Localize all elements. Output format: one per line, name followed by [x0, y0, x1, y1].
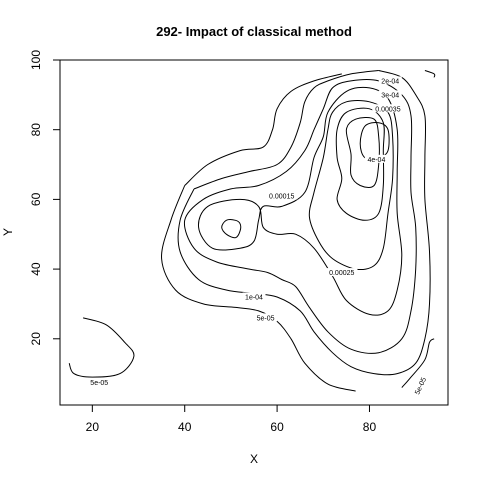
- y-tick-label: 20: [29, 332, 43, 346]
- x-tick-label: 60: [270, 420, 284, 434]
- contour-label-background: [87, 377, 111, 386]
- contour-lines: [68, 70, 436, 392]
- contour-label: 0.00015: [269, 193, 294, 200]
- contour-label-background: [266, 191, 298, 200]
- contour-labels: 5e-05 5e-05 5e-05 1e-04 0.00015 0.00025 2e-04 3…: [87, 76, 429, 398]
- contour-line-0.00015: [183, 79, 417, 354]
- y-tick-label: 100: [29, 50, 43, 70]
- x-tick-label: 40: [178, 420, 192, 434]
- contour-label: 3e-04: [381, 92, 399, 99]
- y-axis: 20 40 60 80 100: [29, 50, 60, 346]
- contour-label-background: [378, 90, 402, 99]
- x-tick-label: 20: [86, 420, 100, 434]
- contour-line-3e-04: [335, 107, 385, 221]
- contour-line-5e-05: [184, 73, 342, 186]
- contour-line-4e-04: [359, 122, 390, 160]
- chart-title: 292- Impact of classical method: [156, 24, 352, 39]
- contour-label: 2e-04: [381, 78, 399, 85]
- contour-line-5e-05: [161, 185, 356, 392]
- x-tick-label: 80: [363, 420, 377, 434]
- contour-line-5e-05: [424, 70, 436, 78]
- contour-label-background: [242, 292, 266, 301]
- contour-label: 5e-05: [257, 315, 275, 322]
- contour-line-0.00025: [308, 100, 394, 271]
- contour-line-0.00035: [345, 116, 380, 188]
- y-axis-label: Y: [1, 228, 15, 236]
- contour-line-2e-04: [197, 86, 403, 316]
- contour-label-background: [326, 268, 358, 277]
- contour-line-1e-04: [177, 70, 431, 376]
- contour-label-background: [254, 313, 278, 322]
- contour-label-background: [364, 154, 388, 163]
- contour-line-1e-04: [193, 70, 379, 190]
- contour-label: 1e-04: [245, 294, 263, 301]
- contour-label: 5e-05: [90, 380, 108, 387]
- contour-label-background: [372, 104, 404, 113]
- contour-label: 4e-04: [367, 157, 385, 164]
- y-tick-label: 80: [29, 123, 43, 137]
- contour-line-5e-05: [401, 338, 435, 388]
- contour-label: 0.00035: [375, 106, 400, 113]
- contour-label: 5e-05: [414, 377, 428, 396]
- contour-label-background: [378, 76, 402, 85]
- y-tick-label: 60: [29, 192, 43, 206]
- contour-label-background: [411, 373, 429, 398]
- plot-frame: [59, 59, 449, 406]
- contour-line-5e-05: [68, 317, 135, 378]
- x-axis-label: X: [250, 452, 258, 466]
- y-tick-label: 40: [29, 262, 43, 276]
- x-axis: 20 40 60 80: [86, 405, 377, 434]
- contour-line-4e-04: [221, 219, 242, 239]
- contour-label: 0.00025: [329, 270, 354, 277]
